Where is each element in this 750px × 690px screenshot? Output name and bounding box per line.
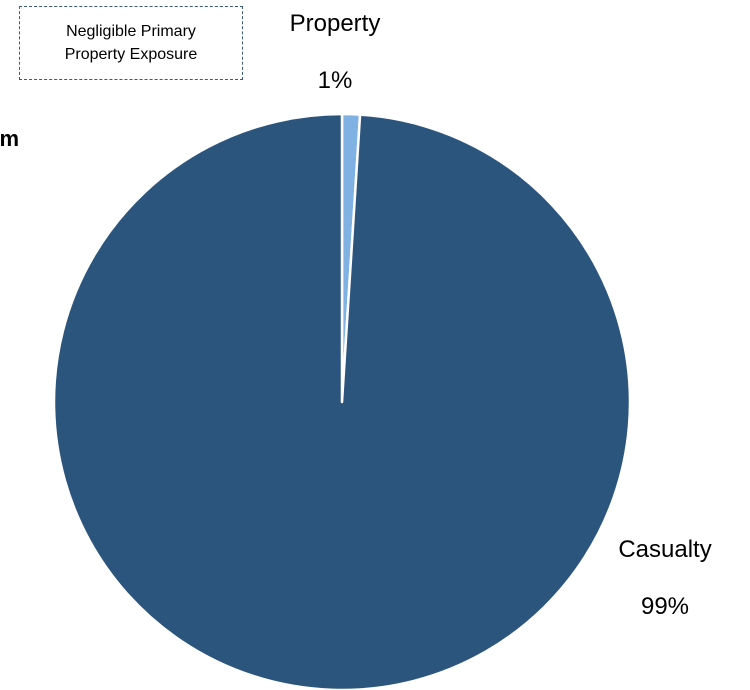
category-label-casualty: Casualty	[618, 536, 712, 563]
value-label-property: 1%	[317, 67, 353, 94]
annotation-line-1: Negligible Primary	[66, 23, 196, 40]
slice-label-property: Property 1%	[270, 12, 400, 93]
value-label-casualty: 99%	[640, 593, 690, 620]
slice-label-casualty: Casualty 99%	[600, 538, 730, 619]
pie-slice-casualty	[52, 112, 632, 690]
annotation-box: Negligible Primary Property Exposure	[19, 6, 243, 80]
category-label-property: Property	[289, 10, 381, 37]
truncated-label: mm	[0, 126, 20, 151]
annotation-line-2: Property Exposure	[64, 46, 198, 63]
